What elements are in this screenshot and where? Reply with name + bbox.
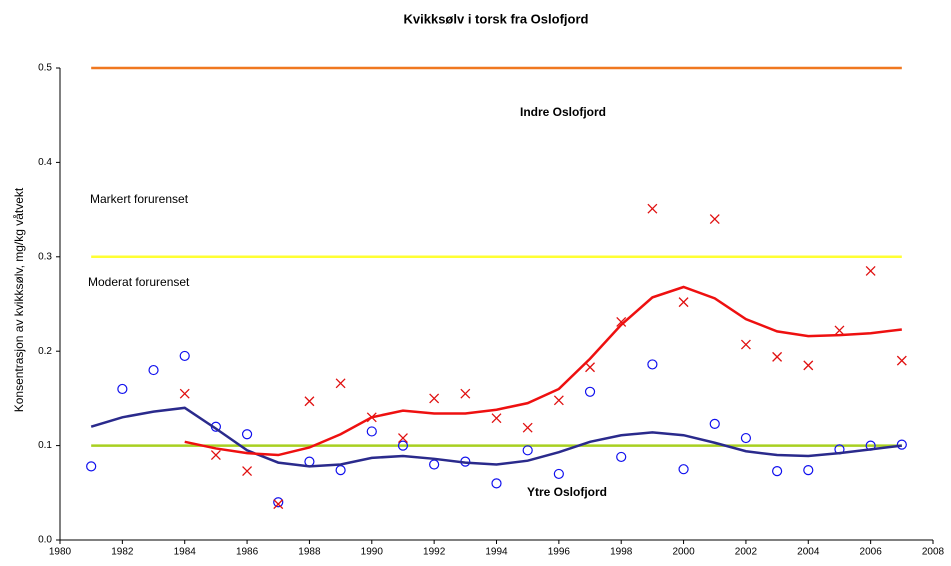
point (803, 360, 814, 371)
x-tick-label: 2006 (860, 547, 883, 558)
point (834, 325, 845, 336)
point (740, 339, 751, 350)
point (210, 450, 221, 460)
point (148, 364, 159, 376)
x-tick-label: 1994 (485, 547, 508, 558)
point (335, 465, 346, 476)
point (585, 362, 595, 373)
x-tick-label: 1986 (236, 547, 259, 558)
point (241, 429, 253, 440)
series-line (184, 285, 902, 457)
x-tick-label: 2008 (922, 547, 945, 558)
x-tick-label: 2002 (735, 547, 758, 558)
point (273, 497, 284, 508)
point (491, 413, 502, 424)
x-tick-label: 1988 (298, 547, 321, 558)
point (242, 466, 253, 477)
point (397, 440, 409, 451)
x-tick-label: 1982 (111, 547, 134, 558)
point (335, 378, 346, 389)
y-tick-label: 0.1 (38, 440, 52, 451)
x-tick-label: 1992 (423, 547, 446, 558)
y-tick-label: 0.0 (38, 535, 52, 546)
point (896, 439, 907, 450)
point (865, 266, 876, 276)
point (491, 478, 502, 489)
point (616, 316, 627, 327)
annotation: Moderat forurenset (88, 275, 190, 289)
x-tick-label: 2000 (672, 547, 695, 558)
point (460, 388, 471, 399)
point (398, 433, 408, 444)
point (896, 355, 907, 366)
y-tick-label: 0.2 (38, 346, 52, 357)
point (678, 464, 689, 475)
point (429, 459, 440, 470)
point (179, 388, 190, 399)
series-line (90, 406, 902, 468)
point (522, 445, 533, 456)
point (86, 461, 97, 472)
point (553, 395, 564, 406)
point (772, 465, 783, 477)
y-tick-label: 0.5 (38, 63, 52, 74)
point (429, 393, 440, 404)
point (616, 451, 627, 463)
point (522, 422, 533, 433)
point (647, 359, 658, 370)
x-tick-label: 1990 (361, 547, 384, 558)
y-tick-label: 0.3 (38, 251, 52, 262)
annotation: Ytre Oslofjord (527, 485, 607, 499)
point (553, 468, 564, 480)
x-tick-label: 1980 (49, 547, 72, 558)
point (366, 426, 377, 437)
point (709, 418, 720, 429)
y-axis-label: Konsentrasjon av kvikksølv, mg/kg våtvek… (12, 187, 26, 412)
point (584, 386, 596, 397)
x-tick-label: 2004 (797, 547, 820, 558)
point (273, 499, 284, 510)
point (117, 383, 128, 395)
annotation: Markert forurenset (90, 192, 189, 206)
annotation: Indre Oslofjord (520, 105, 606, 119)
x-tick-label: 1996 (548, 547, 571, 558)
point (709, 214, 720, 224)
point (740, 432, 752, 444)
point (179, 350, 190, 362)
point (647, 203, 658, 214)
chart-title: Kvikksølv i torsk fra Oslofjord (404, 11, 589, 26)
point (304, 396, 315, 407)
y-tick-label: 0.4 (38, 157, 52, 168)
point (678, 297, 689, 308)
point (803, 465, 814, 476)
point (772, 351, 783, 362)
x-tick-label: 1984 (174, 547, 197, 558)
x-tick-label: 1998 (610, 547, 633, 558)
